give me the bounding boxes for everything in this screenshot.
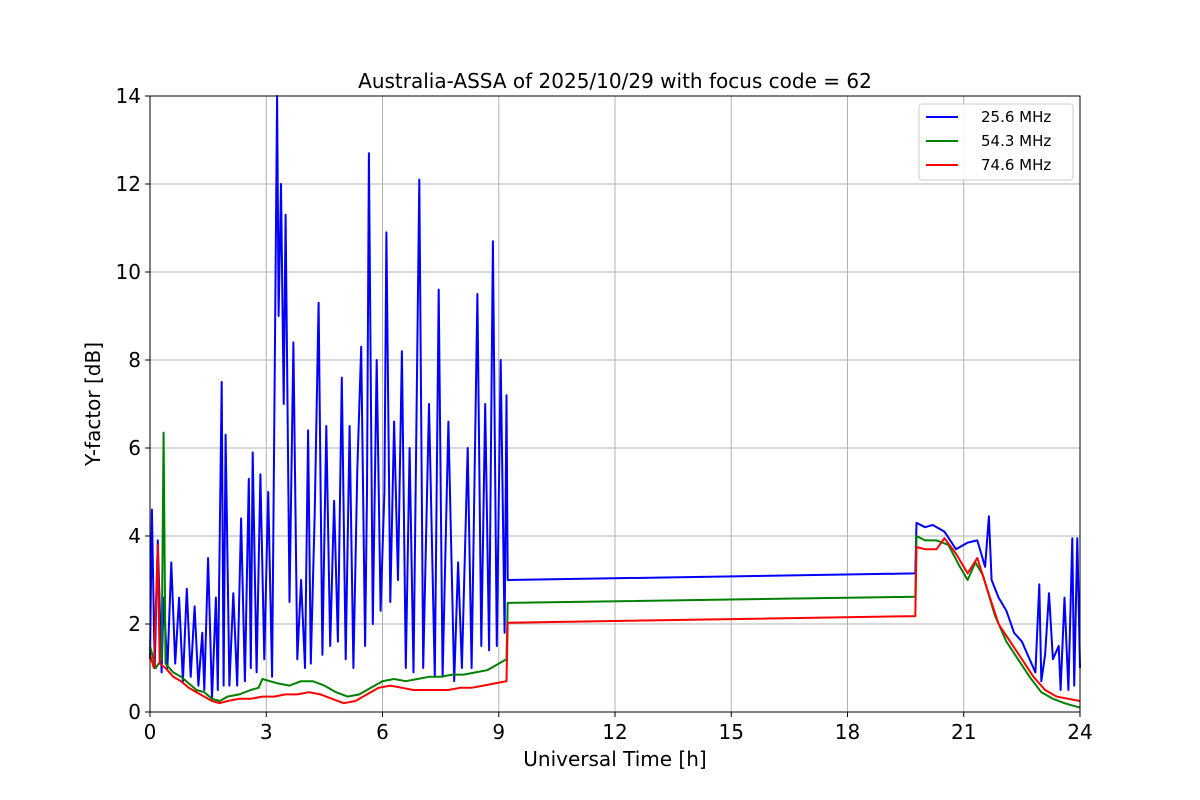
x-tick-label: 6 [376, 720, 389, 744]
y-axis-label: Y-factor [dB] [81, 342, 105, 467]
x-tick-label: 24 [1067, 720, 1092, 744]
y-tick-label: 6 [128, 436, 141, 460]
x-tick-label: 9 [492, 720, 505, 744]
y-tick-label: 14 [116, 84, 141, 108]
y-tick-label: 10 [116, 260, 141, 284]
legend-label: 54.3 MHz [981, 132, 1051, 150]
x-tick-label: 12 [602, 720, 627, 744]
y-tick-label: 2 [128, 612, 141, 636]
x-tick-label: 0 [144, 720, 157, 744]
y-axis-ticks: 0 2 4 6 8 10 12 14 [116, 84, 150, 724]
x-axis-label: Universal Time [h] [523, 747, 706, 771]
y-tick-label: 0 [128, 700, 141, 724]
legend-label: 74.6 MHz [981, 156, 1051, 174]
y-tick-label: 12 [116, 172, 141, 196]
x-tick-label: 21 [951, 720, 976, 744]
x-axis-ticks: 0 3 6 9 12 15 18 21 24 [144, 712, 1093, 744]
x-tick-label: 18 [835, 720, 860, 744]
y-tick-label: 4 [128, 524, 141, 548]
legend-label: 25.6 MHz [981, 108, 1051, 126]
x-tick-label: 3 [260, 720, 273, 744]
y-tick-label: 8 [128, 348, 141, 372]
legend: 25.6 MHz 54.3 MHz 74.6 MHz [919, 104, 1073, 180]
chart-title: Australia-ASSA of 2025/10/29 with focus … [358, 69, 872, 93]
x-tick-label: 15 [719, 720, 744, 744]
grid [150, 96, 1080, 712]
